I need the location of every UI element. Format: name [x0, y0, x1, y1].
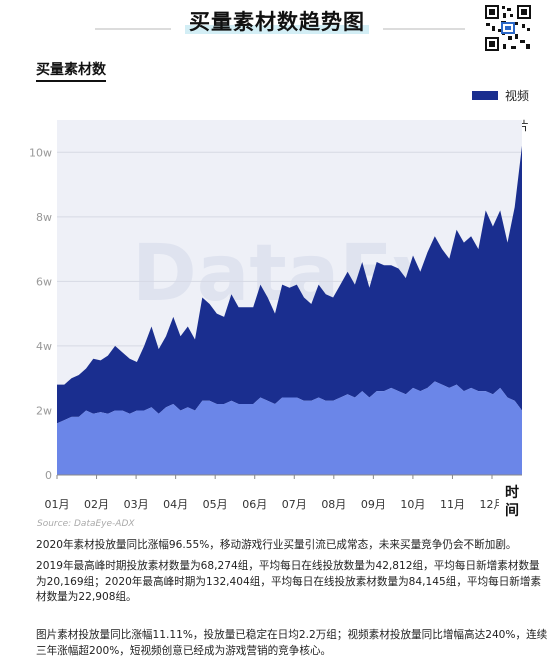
page-title: 买量素材数趋势图	[185, 6, 369, 36]
x-tick-label-5: 06月	[242, 498, 267, 511]
title-area: 买量素材数趋势图	[0, 6, 554, 46]
x-tick-label-3: 04月	[163, 498, 188, 511]
x-axis-label-char-0: 时	[505, 484, 519, 501]
x-tick-label-11: 12月	[480, 498, 505, 511]
x-tick-label-8: 09月	[361, 498, 386, 511]
legend-swatch-video	[472, 90, 498, 100]
y-tick-label-4: 8w	[36, 211, 52, 224]
x-tick-label-10: 11月	[440, 498, 465, 511]
series-area-video	[57, 145, 522, 424]
y-tick-label-1: 2w	[36, 404, 52, 417]
legend-label-video: 视频	[505, 88, 530, 103]
series-area-image	[57, 381, 522, 475]
x-tick-label-6: 07月	[282, 498, 307, 511]
legend-item-video: 视频	[472, 86, 529, 104]
x-tick-label-2: 03月	[124, 498, 149, 511]
x-axis-label-char-1: 间	[505, 502, 519, 519]
x-axis-label-box	[499, 480, 525, 520]
x-tick-label-1: 02月	[84, 498, 109, 511]
paragraph-1: 2020年素材投放量同比涨幅96.55%，移动游戏行业买量引流已成常态，未来买量…	[36, 539, 517, 551]
qr-code-icon	[484, 4, 532, 52]
x-tick-label-9: 10月	[400, 498, 425, 511]
chart-source: Source: DataEye-ADX	[37, 519, 135, 529]
y-tick-label-0: 0	[45, 469, 52, 482]
y-tick-label-2: 4w	[36, 340, 52, 353]
x-tick-label-7: 08月	[321, 498, 346, 511]
chart-subtitle: 买量素材数	[36, 61, 106, 82]
y-tick-label-5: 10w	[29, 146, 52, 159]
paragraph-3: 图片素材投放量同比涨幅11.11%，投放量已稳定在日均2.2万组；视频素材投放量…	[36, 629, 548, 657]
x-tick-label-0: 01月	[45, 498, 70, 511]
page-title-text: 买量素材数趋势图	[189, 10, 365, 34]
x-tick-label-4: 05月	[203, 498, 228, 511]
y-tick-label-3: 6w	[36, 275, 52, 288]
paragraph-2: 2019年最高峰时期投放素材数量为68,274组，平均每日在线投放数量为42,8…	[36, 560, 542, 604]
